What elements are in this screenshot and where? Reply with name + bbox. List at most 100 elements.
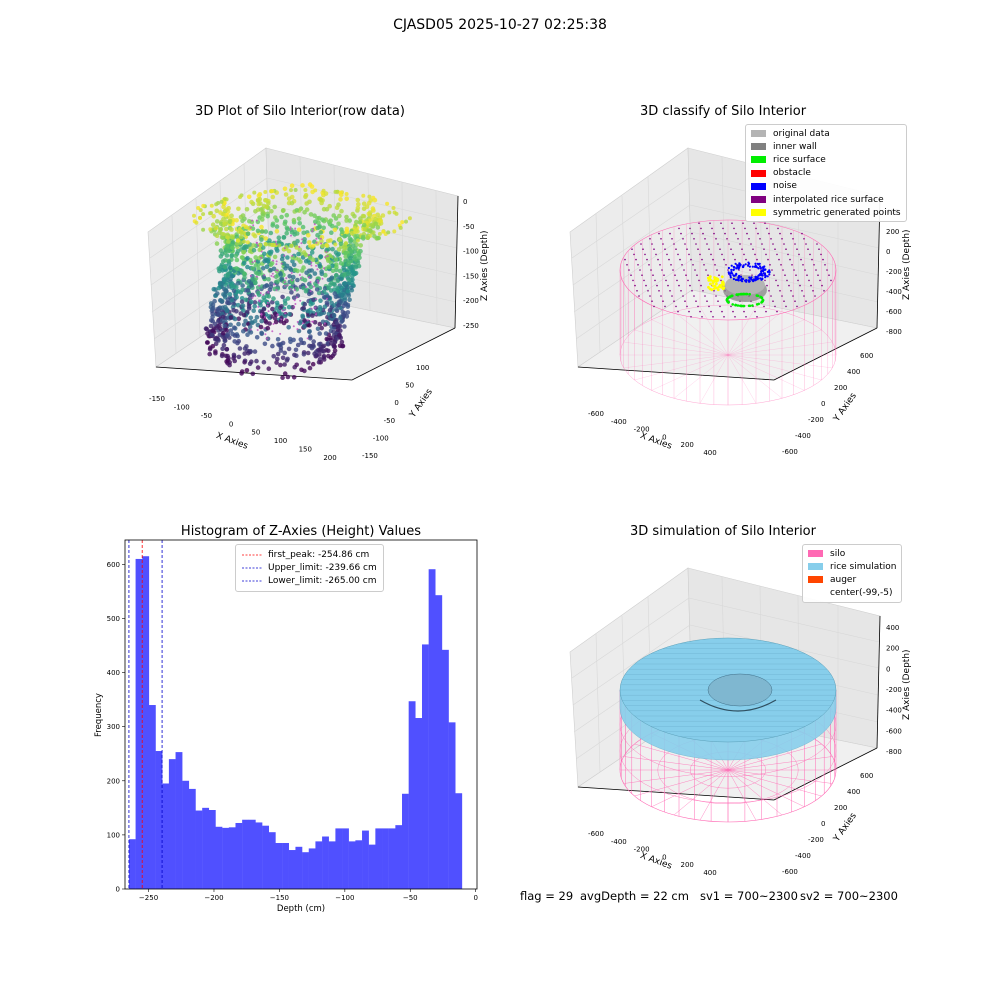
- point-cloud-point: [291, 295, 297, 301]
- noise-point: [762, 268, 765, 272]
- noise-point: [754, 278, 757, 281]
- point-cloud-point: [314, 283, 319, 288]
- point-cloud-point: [286, 325, 292, 330]
- point-cloud-point: [236, 338, 241, 344]
- point-cloud-point: [239, 268, 245, 274]
- rice-surface-point: [740, 304, 743, 308]
- point-cloud-point: [236, 316, 242, 322]
- point-cloud-point: [265, 325, 271, 331]
- point-cloud-point: [221, 342, 227, 348]
- point-cloud-point: [353, 257, 358, 262]
- histogram-bar: [328, 841, 336, 889]
- y-tick-label: -400: [795, 432, 811, 440]
- point-cloud-point: [278, 305, 283, 311]
- point-cloud-point: [230, 245, 235, 251]
- legend-item-original-data: original data: [751, 127, 901, 140]
- z-tick-label: -800: [886, 748, 902, 756]
- point-cloud-point: [303, 288, 309, 294]
- silo-floor-spoke: [727, 743, 822, 771]
- silo-floor-line: [634, 329, 729, 356]
- point-cloud-point: [294, 303, 297, 305]
- point-cloud-point: [263, 241, 268, 246]
- x-tick-label: 150: [299, 446, 312, 454]
- point-cloud-point: [255, 228, 261, 234]
- interpolated-point: [719, 248, 721, 250]
- noise-point: [762, 266, 765, 269]
- interpolated-point: [739, 243, 741, 245]
- point-cloud-point: [222, 221, 227, 226]
- interpolated-point: [702, 290, 704, 292]
- interpolated-point: [634, 284, 636, 287]
- point-cloud-point: [242, 275, 247, 280]
- interpolated-point: [636, 290, 638, 292]
- histogram-bar: [262, 825, 269, 889]
- point-cloud-point: [262, 293, 265, 296]
- point-cloud-point: [220, 251, 225, 257]
- y-tick-label: 300: [107, 723, 120, 731]
- silo-floor-line: [727, 306, 757, 356]
- interpolated-point: [710, 310, 712, 313]
- point-cloud-point: [294, 353, 299, 359]
- point-cloud-point: [225, 277, 230, 283]
- noise-point: [766, 275, 769, 278]
- point-cloud-point: [235, 280, 241, 286]
- x-tick-label: -200: [634, 846, 650, 854]
- point-cloud-point: [350, 277, 355, 283]
- point-cloud-point: [263, 229, 269, 234]
- point-cloud-point: [271, 354, 277, 359]
- point-cloud-point: [251, 243, 256, 248]
- point-cloud-point: [356, 250, 361, 256]
- interpolated-point: [806, 274, 808, 277]
- silo-floor-spoke: [727, 769, 833, 784]
- point-cloud-point: [275, 351, 281, 357]
- interpolated-point: [690, 258, 692, 261]
- histogram-bar: [382, 828, 389, 889]
- point-cloud-point: [236, 354, 242, 360]
- point-cloud-point: [313, 219, 318, 225]
- point-cloud-point: [323, 331, 329, 336]
- point-cloud-point: [324, 256, 327, 259]
- interpolated-point: [713, 290, 715, 292]
- point-cloud-point: [306, 319, 309, 322]
- point-cloud-point: [236, 206, 241, 212]
- interpolated-point: [666, 253, 668, 256]
- z-tick-label: 0: [886, 665, 890, 673]
- silo-floor-line: [727, 354, 833, 369]
- point-cloud-point: [340, 312, 346, 318]
- point-cloud-point: [344, 218, 349, 223]
- point-cloud-point: [208, 345, 213, 351]
- x-tick-label: -600: [588, 410, 604, 418]
- rice-surface-point: [736, 304, 740, 307]
- point-cloud-point: [225, 271, 231, 277]
- panel1-title: 3D Plot of Silo Interior(row data): [195, 104, 405, 119]
- interpolated-point: [820, 253, 822, 256]
- legend-item-silo: silo: [808, 547, 896, 560]
- point-cloud-point: [263, 316, 266, 318]
- point-cloud-point: [235, 248, 241, 254]
- point-cloud-point: [348, 237, 354, 243]
- figure-title: CJASD05 2025-10-27 02:25:38: [393, 17, 607, 33]
- point-cloud-point: [216, 312, 221, 318]
- interpolated-point: [651, 300, 653, 303]
- interpolated-point: [697, 305, 699, 308]
- point-cloud-point: [242, 351, 247, 356]
- point-cloud-point: [270, 194, 276, 200]
- point-cloud-point: [319, 237, 322, 240]
- legend-swatch: [808, 576, 823, 584]
- point-cloud-point: [249, 199, 254, 205]
- point-cloud-point: [331, 329, 336, 335]
- interpolated-point: [712, 316, 714, 318]
- interpolated-point: [780, 264, 782, 266]
- point-cloud-point: [278, 362, 283, 368]
- point-cloud-point: [335, 189, 340, 194]
- point-cloud-point: [330, 268, 336, 274]
- point-cloud-point: [244, 368, 250, 373]
- silo-floor-spoke: [699, 769, 729, 821]
- point-cloud-point: [340, 229, 345, 235]
- point-cloud-point: [224, 308, 230, 314]
- interpolated-point: [682, 238, 684, 240]
- point-cloud-point: [301, 322, 304, 325]
- point-cloud-point: [337, 332, 342, 338]
- noise-point: [764, 276, 767, 279]
- point-cloud-point: [276, 313, 279, 316]
